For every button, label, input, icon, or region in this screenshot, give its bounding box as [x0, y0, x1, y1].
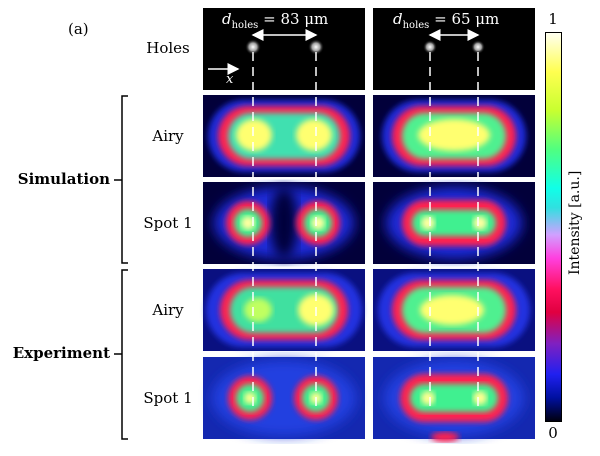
group-label-simulation: Simulation — [17, 170, 110, 188]
distance-value-left: = 83 μm — [263, 10, 329, 28]
bracket-experiment — [114, 269, 128, 440]
row-label-exp-spot: Spot 1 — [143, 389, 193, 407]
holes-right-panel — [373, 8, 535, 90]
colorbar-max-tick: 1 — [548, 10, 558, 28]
row-label-sim-airy: Airy — [152, 127, 184, 145]
exp-spot-left-panel — [203, 357, 365, 439]
row-label-exp-airy: Airy — [152, 301, 184, 319]
exp-spot-right-panel — [373, 357, 535, 442]
group-label-experiment: Experiment — [12, 344, 110, 362]
exp-airy-left-panel — [203, 269, 365, 351]
distance-label-right: dholes = 65 μm — [393, 10, 499, 31]
holes-left-panel — [203, 8, 365, 90]
sim-airy-right-panel — [373, 95, 535, 177]
distance-symbol-left: d — [222, 10, 232, 28]
row-label-sim-spot: Spot 1 — [143, 214, 193, 232]
distance-sub-left: holes — [231, 20, 259, 31]
bracket-simulation — [114, 95, 128, 264]
panel-tag: (a) — [68, 20, 89, 38]
distance-value-right: = 65 μm — [434, 10, 500, 28]
sim-airy-left-panel — [203, 95, 365, 177]
row-label-holes: Holes — [146, 39, 190, 57]
exp-airy-right-panel — [373, 269, 535, 351]
colorbar-min-tick: 0 — [548, 424, 558, 442]
x-axis-label: x — [226, 72, 234, 87]
colorbar — [545, 32, 562, 422]
sim-spot-right-panel — [373, 182, 535, 264]
colorbar-label: Intensity [a.u.] — [567, 170, 583, 275]
sim-spot-left-panel — [203, 182, 365, 264]
distance-label-left: dholes = 83 μm — [222, 10, 328, 31]
distance-sub-right: holes — [402, 20, 430, 31]
distance-symbol-right: d — [393, 10, 403, 28]
